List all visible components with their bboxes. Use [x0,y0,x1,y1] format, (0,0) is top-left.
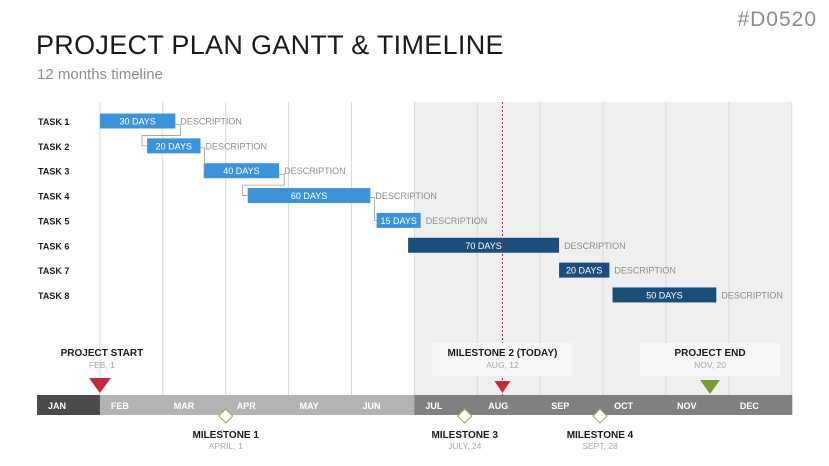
month-label: MAR [174,401,195,411]
month-label: OCT [614,401,634,411]
task-duration-label: 30 DAYS [119,117,155,127]
milestone-diamond-icon [217,408,234,424]
task-name: TASK 1 [38,117,69,127]
task-name: TASK 2 [38,142,69,152]
milestone-box [432,343,573,376]
task-duration-label: 70 DAYS [465,241,501,251]
milestone-title: MILESTONE 2 (TODAY) [448,348,558,359]
task-duration-label: 50 DAYS [646,290,682,300]
month-cell [351,395,415,415]
milestone-title: MILESTONE 1 [192,430,259,441]
milestone-title: PROJECT END [674,348,745,359]
month-label: DEC [740,401,760,411]
task-name: TASK 4 [38,192,69,202]
month-label: APR [237,401,257,411]
page-subtitle: 12 months timeline [37,66,163,83]
task-bar[interactable] [99,113,176,129]
task-duration-label: 20 DAYS [566,266,602,276]
task-description: DESCRIPTION [614,266,676,276]
task-duration-label: 15 DAYS [380,216,416,226]
task-name: TASK 5 [38,216,69,226]
document-code: #D0520 [737,8,817,31]
milestone-title: MILESTONE 4 [567,430,634,441]
milestone-date: FEB, 1 [89,360,115,370]
task-description: DESCRIPTION [564,241,626,251]
month-label: SEP [551,401,569,411]
month-label: AUG [488,401,508,411]
task-name: TASK 8 [38,291,69,301]
task-bar[interactable] [147,138,201,154]
month-cell [477,395,541,415]
month-cell [540,395,604,415]
task-duration-label: 20 DAYS [156,141,192,151]
milestone-date: SEPT, 28 [582,441,618,451]
milestone-title: PROJECT START [61,348,144,359]
month-cell [37,395,101,415]
task-duration-label: 60 DAYS [291,191,327,201]
milestone-diamond-icon [457,408,473,424]
task-bar[interactable] [203,163,280,179]
dependency-connector [370,197,377,221]
task-bar[interactable] [408,237,560,253]
month-cell [162,395,227,415]
month-cell [728,395,793,415]
task-bar[interactable] [559,262,610,278]
task-name: TASK 7 [38,266,69,276]
milestone-marker-icon [494,381,511,393]
month-cell [414,395,478,415]
task-duration-label: 40 DAYS [223,166,259,176]
task-name: TASK 6 [38,241,69,251]
task-bar[interactable] [247,188,371,204]
month-label: JUN [363,401,381,411]
page-title: PROJECT PLAN GANTT & TIMELINE [36,30,504,60]
month-cell [225,395,290,415]
month-label: MAY [300,401,319,411]
milestone-box [640,343,781,376]
milestone-date: NOV, 20 [694,360,726,370]
month-label: FEB [111,401,130,411]
task-description: DESCRIPTION [206,141,268,151]
month-cell [99,395,164,415]
milestone-date: APRIL, 1 [209,441,243,451]
task-description: DESCRIPTION [721,290,783,300]
month-cell [288,395,352,415]
month-cell [666,395,730,415]
month-label: JUL [425,401,443,411]
task-description: DESCRIPTION [284,166,346,176]
milestone-title: MILESTONE 3 [431,430,498,441]
dependency-connector [242,173,285,196]
milestone-marker-icon [700,380,721,394]
task-bar[interactable] [376,212,421,228]
month-label: JAN [48,401,66,411]
task-bar[interactable] [612,287,717,303]
month-label: NOV [677,401,697,411]
task-description: DESCRIPTION [180,117,242,127]
dependency-connector [141,124,181,147]
milestone-diamond-icon [592,408,608,424]
month-cell [603,395,667,415]
task-name: TASK 3 [38,167,69,177]
dependency-connector [200,147,205,172]
milestone-date: AUG, 12 [486,360,519,370]
milestone-marker-icon [88,378,111,393]
task-description: DESCRIPTION [426,216,488,226]
task-description: DESCRIPTION [375,191,437,201]
milestone-date: JULY, 24 [448,441,482,451]
